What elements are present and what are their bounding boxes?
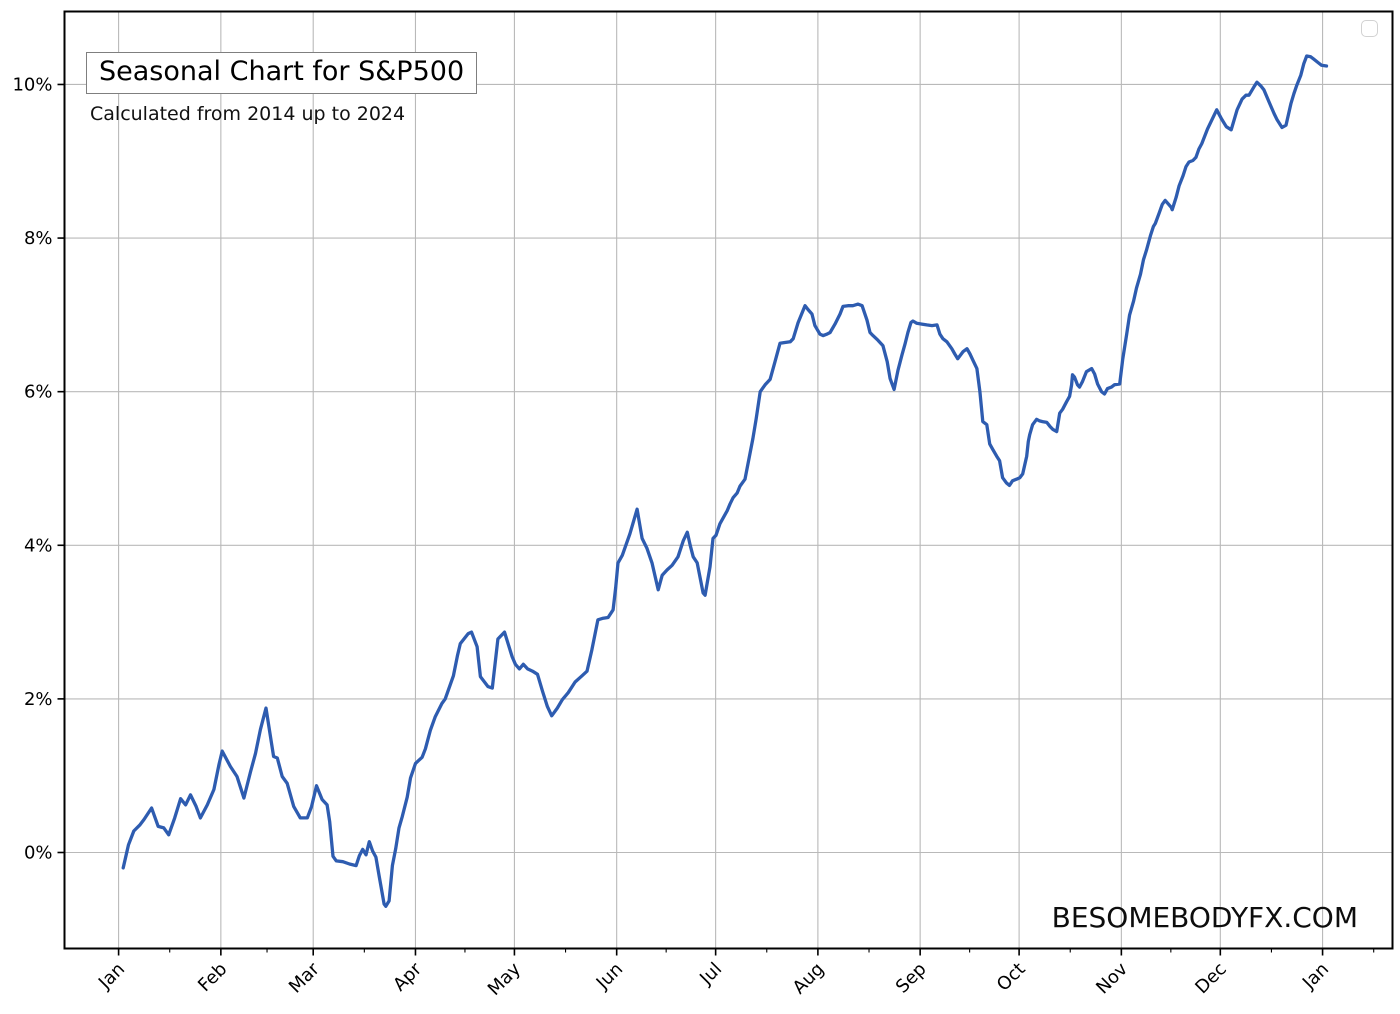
series-line [121,54,1329,908]
x-tick-label: Dec [1191,959,1230,998]
x-tick-label: Apr [389,958,426,995]
watermark-text: BESOMEBODYFX.COM [1051,901,1358,934]
y-tick-label: 0% [24,842,53,863]
x-tick-label: Jan [1298,959,1333,994]
y-tick-label: 8% [24,228,53,249]
chart-subtitle: Calculated from 2014 up to 2024 [90,103,406,125]
x-tick-label: Sep [892,959,931,998]
plot-border [63,10,1394,950]
x-tick-label: Mar [285,958,324,997]
y-tick-label: 2% [24,689,53,710]
y-tick-label: 10% [12,74,52,95]
x-tick-label: Jun [592,959,627,994]
chart-title: Seasonal Chart for S&P500 [86,52,478,94]
x-tick-label: Feb [194,959,231,996]
x-tick-label: Jan [94,959,129,994]
y-tick-label: 4% [24,535,53,556]
x-tick-label: Oct [993,959,1030,996]
x-tick-label: Jul [695,959,726,990]
x-tick-label: May [484,958,525,999]
legend-box [1361,20,1378,37]
y-tick-label: 6% [24,382,53,403]
x-tick-label: Nov [1092,958,1132,998]
x-tick-label: Aug [789,959,829,999]
